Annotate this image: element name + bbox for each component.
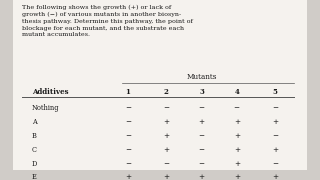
Text: +: +: [198, 118, 205, 126]
Text: +: +: [234, 132, 240, 140]
Text: Mutants: Mutants: [187, 73, 217, 81]
FancyBboxPatch shape: [13, 0, 307, 170]
Text: A: A: [32, 118, 37, 126]
Text: +: +: [163, 146, 170, 154]
Text: −: −: [198, 104, 205, 112]
Text: −: −: [125, 132, 131, 140]
Text: −: −: [272, 132, 278, 140]
Text: −: −: [125, 104, 131, 112]
Text: +: +: [125, 173, 131, 180]
Text: 5: 5: [273, 88, 278, 96]
Text: B: B: [32, 132, 37, 140]
Text: +: +: [198, 173, 205, 180]
Text: The following shows the growth (+) or lack of
growth (−) of various mutants in a: The following shows the growth (+) or la…: [22, 5, 193, 37]
Text: −: −: [198, 132, 205, 140]
Text: −: −: [234, 104, 240, 112]
Text: C: C: [32, 146, 37, 154]
Text: +: +: [234, 173, 240, 180]
Text: −: −: [198, 159, 205, 168]
Text: +: +: [272, 118, 278, 126]
Text: −: −: [125, 159, 131, 168]
Text: +: +: [272, 173, 278, 180]
Text: −: −: [125, 146, 131, 154]
Text: 2: 2: [164, 88, 169, 96]
Text: +: +: [163, 132, 170, 140]
Text: E: E: [32, 173, 37, 180]
Text: −: −: [125, 118, 131, 126]
Text: 1: 1: [125, 88, 131, 96]
Text: +: +: [163, 118, 170, 126]
Text: D: D: [32, 159, 37, 168]
Text: +: +: [234, 159, 240, 168]
Text: 4: 4: [234, 88, 239, 96]
Text: −: −: [272, 104, 278, 112]
Text: 3: 3: [199, 88, 204, 96]
Text: Additives: Additives: [32, 88, 68, 96]
Text: +: +: [234, 118, 240, 126]
Text: +: +: [234, 146, 240, 154]
Text: −: −: [163, 159, 170, 168]
Text: −: −: [198, 146, 205, 154]
Text: +: +: [272, 146, 278, 154]
Text: +: +: [163, 173, 170, 180]
Text: −: −: [272, 159, 278, 168]
Text: −: −: [163, 104, 170, 112]
Text: Nothing: Nothing: [32, 104, 60, 112]
